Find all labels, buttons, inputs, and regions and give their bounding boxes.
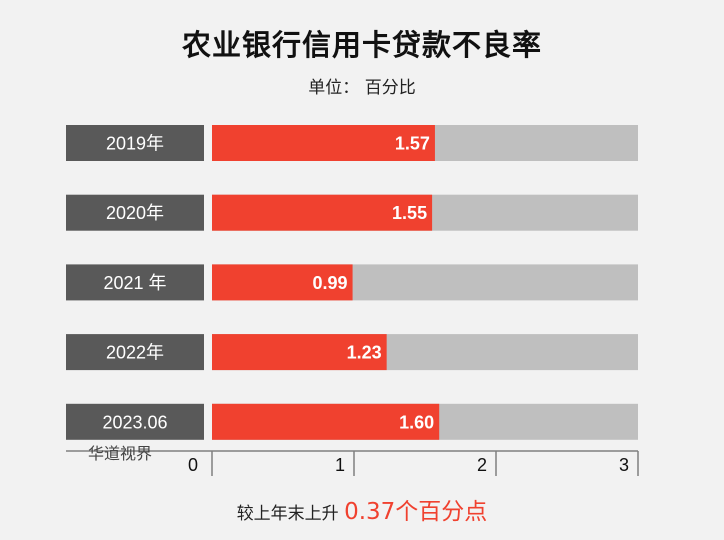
footer-prefix: 较上年末上升: [236, 504, 345, 524]
data-label: 1.60: [399, 412, 434, 432]
category-label: 2020年: [106, 203, 164, 223]
bar: [212, 194, 433, 231]
footer-note: 较上年末上升 0.37个百分点: [0, 492, 724, 526]
data-label: 0.99: [313, 273, 348, 293]
category-label: 2022年: [106, 343, 164, 363]
data-label: 1.23: [347, 343, 382, 363]
bar: [212, 125, 435, 161]
category-label-box: [66, 194, 204, 231]
bar: [212, 264, 353, 301]
category-label-box: [66, 334, 204, 371]
x-tick-label: 1: [335, 455, 345, 475]
category-label-box: [66, 264, 204, 301]
chart-subtitle: 单位： 百分比: [308, 78, 416, 98]
data-label: 1.55: [392, 203, 427, 223]
data-label: 1.57: [395, 134, 430, 154]
bar: [212, 334, 387, 371]
category-label-box: [66, 125, 204, 161]
x-tick-label: 3: [619, 455, 629, 475]
footer-highlight: 0.37个百分点: [344, 499, 488, 525]
chart-title: 农业银行信用卡贷款不良率: [181, 28, 542, 62]
watermark: 华道视界: [88, 444, 153, 463]
category-label-box: [66, 403, 204, 440]
category-label: 2021 年: [103, 273, 166, 293]
x-tick-label: 0: [188, 455, 198, 475]
category-label: 2019年: [106, 134, 164, 154]
x-tick-label: 2: [477, 455, 487, 475]
category-label: 2023.06: [102, 412, 167, 432]
bar: [212, 403, 440, 440]
